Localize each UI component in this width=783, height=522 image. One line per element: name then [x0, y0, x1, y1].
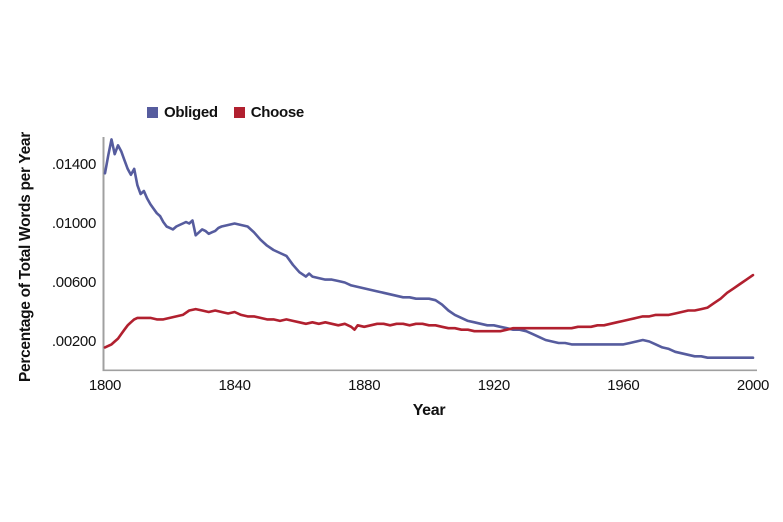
x-tick-label-1840: 1840	[218, 377, 251, 394]
y-tick-label-00600: .00600	[51, 273, 96, 291]
series-lines	[103, 138, 755, 360]
x-axis-title: Year	[412, 402, 446, 419]
series-line-obliged	[103, 138, 755, 360]
legend-item-obliged: Obliged	[147, 104, 218, 121]
series-line-choose	[103, 273, 755, 349]
x-tick-label-2000: 2000	[736, 377, 770, 394]
y-tick-label-00200: .00200	[51, 332, 96, 350]
x-tick-label-1880: 1880	[348, 377, 381, 394]
x-tick-label-1920: 1920	[477, 377, 510, 394]
x-tick-label-1960: 1960	[607, 377, 640, 394]
legend: Obliged Choose	[147, 104, 304, 121]
y-axis-title: Percentage of Total Words per Year	[17, 132, 34, 382]
obliged-swatch-icon	[147, 107, 158, 118]
legend-item-choose: Choose	[233, 104, 305, 121]
legend-label-choose: Choose	[250, 104, 305, 121]
y-tick-label-01000: .01000	[51, 214, 96, 232]
legend-label-obliged: Obliged	[164, 104, 218, 121]
choose-swatch-icon	[233, 107, 245, 118]
y-tick-label-01400: .01400	[51, 155, 96, 173]
x-tick-label-1800: 1800	[88, 377, 122, 394]
